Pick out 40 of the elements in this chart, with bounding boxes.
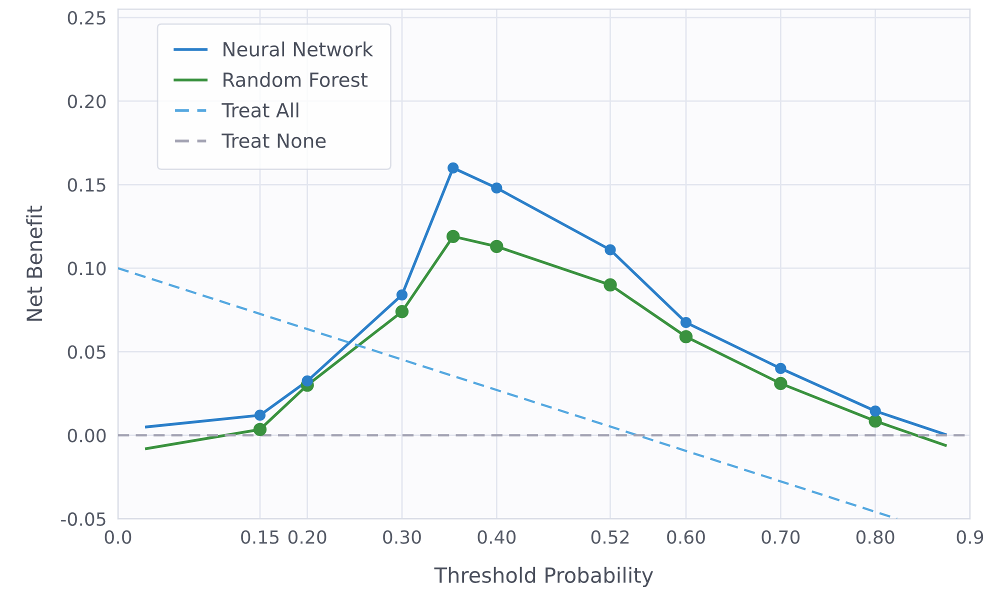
y-axis-title: Net Benefit	[26, 206, 42, 321]
point	[868, 414, 882, 428]
legend-label: Random Forest	[224, 72, 368, 88]
point	[396, 289, 408, 300]
y-tick-label: -0.05	[61, 512, 106, 526]
y-tick-label: 0.05	[68, 345, 106, 359]
legend-label: Treat All	[222, 102, 298, 118]
x-tick-label: 0.9	[956, 530, 984, 544]
x-tick-label: 0.20	[288, 530, 326, 544]
x-tick-label: 0.70	[762, 530, 800, 544]
point	[679, 330, 693, 344]
x-axis-title: Threshold Probability	[434, 566, 654, 588]
y-tick-label: 0.25	[68, 11, 106, 25]
point	[448, 162, 459, 174]
x-tick-label: 0.60	[667, 530, 705, 544]
point	[446, 230, 460, 244]
point	[491, 182, 502, 194]
y-tick-label: 0.10	[68, 262, 106, 276]
legend-label: Neural Network	[224, 42, 374, 57]
point	[775, 362, 786, 374]
point	[604, 278, 617, 292]
point	[870, 406, 881, 417]
x-tick-label: 0.30	[383, 530, 421, 544]
legend-label: Treat None	[222, 134, 326, 148]
y-tick-label: 0.00	[68, 428, 106, 442]
y-tick-label: 0.15	[68, 178, 106, 192]
point	[604, 244, 616, 256]
point	[490, 240, 504, 254]
point	[254, 410, 266, 421]
x-tick-label: 0.15	[241, 530, 279, 544]
x-tick-label: 0.0	[104, 530, 132, 544]
point	[253, 422, 267, 436]
point	[395, 305, 409, 318]
point	[302, 375, 313, 387]
x-tick-label: 0.80	[856, 530, 894, 544]
y-tick-label: 0.20	[68, 94, 106, 108]
point	[680, 316, 692, 328]
x-tick-label: 0.52	[591, 530, 629, 544]
x-tick-label: 0.40	[478, 530, 516, 544]
point	[774, 376, 788, 390]
